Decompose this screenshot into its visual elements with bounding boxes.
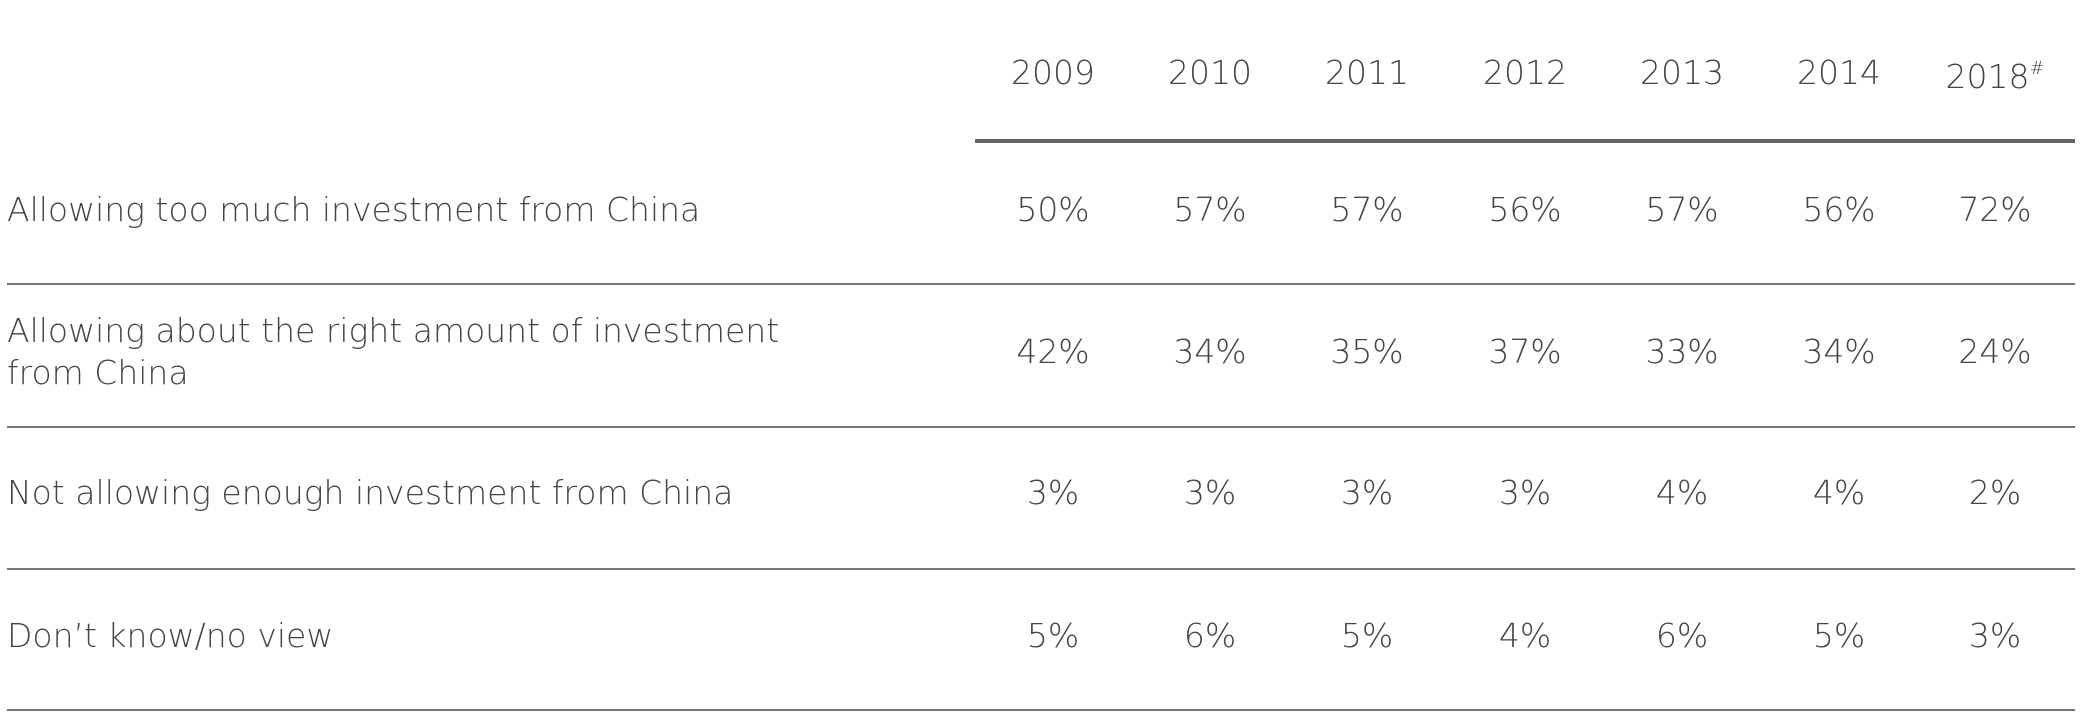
cell-value: 3%	[1968, 616, 2022, 655]
column-header: 2013	[1640, 53, 1724, 92]
header-rule	[975, 139, 2075, 143]
row-rule	[7, 568, 2075, 570]
cell-value: 42%	[1016, 332, 1090, 371]
row-label: Don’t know/no view	[7, 616, 334, 655]
column-header: 2010	[1168, 53, 1252, 92]
cell-value: 34%	[1173, 332, 1247, 371]
cell-value: 56%	[1802, 190, 1876, 229]
cell-value: 56%	[1488, 190, 1562, 229]
column-header: 2009	[1011, 53, 1095, 92]
cell-value: 72%	[1958, 190, 2032, 229]
cell-value: 6%	[1655, 616, 1709, 655]
row-rule	[7, 283, 2075, 285]
column-header: 2014	[1797, 53, 1881, 92]
column-header: 2018#	[1945, 57, 2045, 96]
row-rule	[7, 709, 2075, 711]
cell-value: 4%	[1812, 473, 1866, 512]
cell-value: 3%	[1340, 473, 1394, 512]
cell-value: 5%	[1026, 616, 1080, 655]
column-header: 2012	[1483, 53, 1567, 92]
cell-value: 5%	[1340, 616, 1394, 655]
cell-value: 5%	[1812, 616, 1866, 655]
cell-value: 35%	[1330, 332, 1404, 371]
cell-value: 24%	[1958, 332, 2032, 371]
cell-value: 3%	[1183, 473, 1237, 512]
row-label: Allowing about the right amount of inves…	[7, 311, 780, 392]
row-label: Not allowing enough investment from Chin…	[7, 473, 734, 512]
row-rule	[7, 426, 2075, 428]
row-label: Allowing too much investment from China	[7, 190, 701, 229]
cell-value: 57%	[1330, 190, 1404, 229]
cell-value: 50%	[1016, 190, 1090, 229]
cell-value: 4%	[1655, 473, 1709, 512]
column-header: 2011	[1325, 53, 1409, 92]
cell-value: 4%	[1498, 616, 1552, 655]
cell-value: 57%	[1173, 190, 1247, 229]
cell-value: 34%	[1802, 332, 1876, 371]
cell-value: 57%	[1645, 190, 1719, 229]
cell-value: 6%	[1183, 616, 1237, 655]
cell-value: 37%	[1488, 332, 1562, 371]
footnote-mark: #	[2029, 58, 2045, 79]
cell-value: 33%	[1645, 332, 1719, 371]
cell-value: 3%	[1026, 473, 1080, 512]
cell-value: 2%	[1968, 473, 2022, 512]
cell-value: 3%	[1498, 473, 1552, 512]
